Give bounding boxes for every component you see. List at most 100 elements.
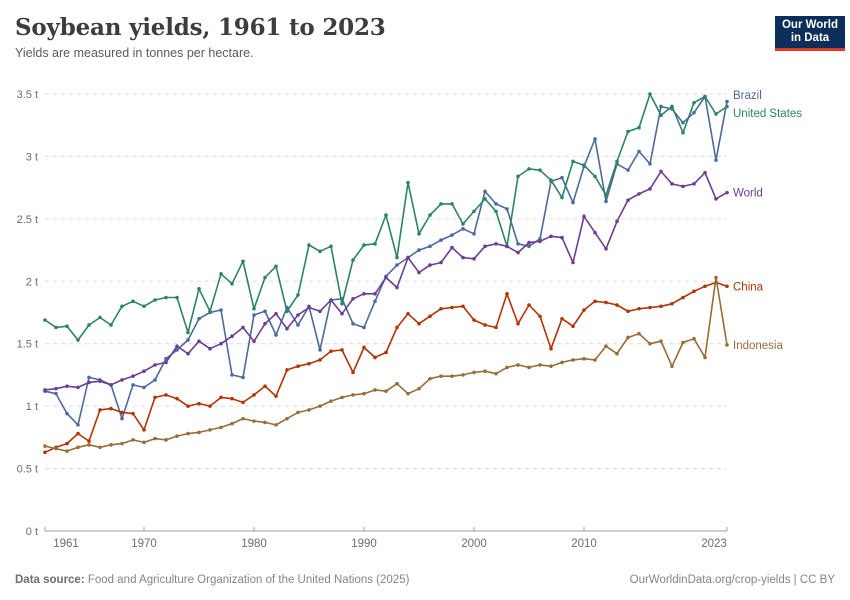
data-point [120, 410, 124, 415]
x-tick-label: 2010 [571, 538, 597, 550]
data-point [296, 364, 300, 368]
data-point [505, 207, 509, 211]
data-point [681, 184, 685, 189]
data-point [285, 309, 289, 314]
series-line-indonesia[interactable] [43, 275, 729, 453]
owid-logo[interactable]: Our World in Data [775, 16, 845, 51]
data-point [197, 401, 201, 406]
data-point [175, 434, 179, 438]
data-point [219, 308, 223, 312]
data-point [197, 316, 201, 321]
series-line-china[interactable] [43, 280, 729, 455]
data-point [131, 411, 135, 416]
data-point [505, 365, 509, 370]
data-point [362, 345, 366, 350]
series-label-united-states[interactable]: United States [733, 108, 802, 120]
data-point [318, 358, 322, 362]
data-point [274, 311, 278, 316]
data-point [428, 244, 432, 249]
data-point [197, 339, 201, 344]
data-point [285, 368, 289, 372]
data-point [230, 421, 234, 426]
data-point [494, 325, 498, 330]
series-label-world[interactable]: World [733, 188, 763, 200]
data-point [692, 100, 696, 105]
data-point [142, 440, 146, 445]
data-point [395, 381, 399, 386]
data-point [351, 370, 355, 375]
data-point [549, 346, 553, 351]
series-label-china[interactable]: China [733, 281, 764, 293]
data-point [450, 305, 454, 310]
data-point [76, 385, 80, 390]
data-point [450, 374, 454, 378]
data-point [241, 416, 245, 421]
data-point [626, 198, 630, 202]
data-point [626, 335, 630, 340]
series-label-indonesia[interactable]: Indonesia [733, 340, 783, 352]
x-axis [44, 527, 728, 532]
series-label-brazil[interactable]: Brazil [733, 90, 762, 102]
data-point [109, 443, 113, 447]
data-point [637, 149, 641, 154]
data-point [593, 230, 597, 235]
series-line-brazil[interactable] [43, 94, 729, 427]
data-point [527, 303, 531, 307]
data-point [439, 260, 443, 265]
data-point [428, 263, 432, 267]
x-tick-label: 1961 [53, 538, 79, 550]
data-point [120, 304, 124, 309]
data-point [582, 163, 586, 167]
data-point [98, 315, 102, 320]
data-point [538, 363, 542, 367]
data-point [351, 296, 355, 301]
citation-link[interactable]: OurWorldinData.org/crop-yields | CC BY [629, 574, 835, 586]
series-line-united-states[interactable] [43, 92, 729, 342]
data-point [439, 374, 443, 378]
data-point [593, 299, 597, 304]
data-point [362, 291, 366, 296]
data-point [516, 250, 520, 255]
data-point [417, 248, 421, 252]
data-point [285, 416, 289, 421]
data-point [76, 423, 80, 427]
y-tick-label: 1.5 t [17, 339, 38, 351]
data-point [197, 286, 201, 291]
data-point [439, 306, 443, 311]
data-point [307, 408, 311, 412]
data-point [318, 309, 322, 314]
data-point [373, 355, 377, 360]
y-tick-label: 1 t [26, 401, 38, 413]
data-point [593, 174, 597, 179]
data-point [318, 249, 322, 254]
data-point [340, 348, 344, 352]
data-point [428, 376, 432, 381]
data-point [318, 404, 322, 408]
data-point [329, 349, 333, 354]
data-point [472, 257, 476, 261]
data-point [714, 112, 718, 116]
y-tick-label: 2 t [26, 276, 38, 288]
x-axis-labels: 1961 1970 1980 1990 2000 2010 2023 [53, 538, 727, 550]
data-point [263, 309, 267, 314]
data-point [142, 385, 146, 390]
x-tick-label: 1970 [131, 538, 157, 550]
data-point [252, 393, 256, 397]
data-point [230, 396, 234, 401]
data-point [274, 264, 278, 269]
data-point [219, 271, 223, 276]
data-point [494, 209, 498, 214]
data-point [670, 182, 674, 186]
data-point [659, 104, 663, 109]
data-point [483, 244, 487, 249]
data-point [208, 404, 212, 408]
data-point [461, 373, 465, 377]
data-point [450, 233, 454, 237]
data-point [395, 325, 399, 330]
data-point [230, 334, 234, 339]
data-point [604, 344, 608, 349]
series-line-world[interactable] [43, 169, 729, 392]
data-point [120, 378, 124, 382]
data-point [659, 339, 663, 344]
